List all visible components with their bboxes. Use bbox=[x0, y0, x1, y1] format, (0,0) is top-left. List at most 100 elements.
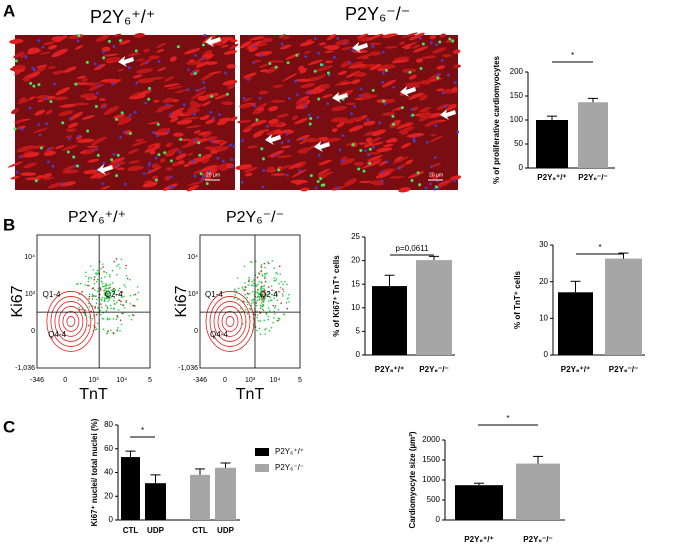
bar bbox=[372, 286, 407, 355]
event bbox=[90, 277, 93, 279]
event bbox=[107, 295, 110, 298]
event bbox=[108, 298, 111, 301]
green-cell bbox=[198, 153, 202, 157]
y-tick-label: 60 bbox=[104, 444, 113, 453]
event bbox=[102, 328, 105, 330]
nucleus bbox=[211, 116, 215, 120]
event bbox=[241, 286, 244, 288]
fiber bbox=[43, 41, 55, 46]
fiber bbox=[53, 96, 68, 101]
event bbox=[88, 293, 91, 295]
fiber bbox=[28, 96, 36, 100]
fiber bbox=[132, 74, 143, 79]
event bbox=[264, 266, 266, 269]
event bbox=[287, 293, 290, 296]
event bbox=[75, 283, 78, 286]
fiber bbox=[165, 167, 173, 171]
x-tick-label: UDP bbox=[217, 526, 235, 535]
fiber bbox=[244, 172, 253, 177]
nucleus bbox=[68, 137, 71, 141]
event bbox=[100, 277, 103, 280]
fiber bbox=[113, 114, 126, 119]
event bbox=[123, 295, 125, 298]
green-cell bbox=[61, 121, 65, 125]
event bbox=[91, 293, 94, 296]
fiber bbox=[378, 160, 388, 166]
y-axis-label: % of proliferative cardiomyocytes bbox=[492, 55, 501, 184]
event bbox=[262, 309, 265, 312]
nucleus bbox=[195, 88, 199, 92]
event bbox=[261, 308, 264, 311]
event bbox=[261, 298, 263, 301]
event bbox=[125, 264, 127, 267]
arrow bbox=[97, 164, 113, 175]
event bbox=[106, 306, 109, 308]
green-cell bbox=[434, 185, 438, 189]
fiber bbox=[136, 58, 145, 62]
fiber bbox=[452, 49, 461, 54]
fiber bbox=[33, 128, 48, 134]
event bbox=[116, 265, 118, 267]
fiber bbox=[151, 163, 160, 169]
event bbox=[248, 292, 251, 295]
event bbox=[247, 293, 250, 296]
nucleus bbox=[440, 59, 444, 63]
fiber bbox=[415, 58, 424, 63]
green-cell bbox=[371, 88, 375, 92]
fiber bbox=[108, 161, 126, 167]
fiber bbox=[93, 136, 107, 144]
event bbox=[120, 293, 123, 296]
fiber bbox=[344, 181, 356, 187]
y-tick-label: 20 bbox=[351, 256, 360, 265]
event bbox=[77, 299, 79, 302]
fiber bbox=[220, 38, 229, 44]
nucleus bbox=[155, 134, 159, 138]
event bbox=[125, 301, 127, 304]
event bbox=[263, 273, 266, 275]
contour bbox=[54, 301, 88, 342]
fiber bbox=[68, 111, 83, 121]
fiber bbox=[243, 97, 253, 102]
fiber bbox=[353, 161, 364, 167]
event bbox=[81, 290, 84, 293]
event bbox=[117, 327, 119, 329]
fiber bbox=[62, 169, 79, 174]
nucleus bbox=[169, 112, 173, 116]
fiber bbox=[217, 140, 226, 145]
event bbox=[258, 297, 261, 299]
fiber bbox=[405, 159, 414, 165]
flow-x-tick: 5 bbox=[298, 377, 302, 384]
event bbox=[264, 294, 267, 297]
event bbox=[277, 317, 280, 320]
event bbox=[105, 296, 108, 299]
y-tick-label: 5 bbox=[356, 327, 361, 336]
fiber bbox=[318, 42, 327, 46]
flow-x-tick: -346 bbox=[30, 377, 44, 384]
fiber bbox=[218, 117, 232, 123]
event bbox=[256, 285, 258, 287]
nucleus bbox=[193, 139, 197, 142]
fiber bbox=[258, 90, 269, 95]
legend-swatch bbox=[255, 464, 269, 472]
event bbox=[246, 301, 248, 303]
nucleus bbox=[350, 112, 353, 116]
event bbox=[109, 283, 112, 286]
nucleus bbox=[446, 73, 450, 77]
fiber bbox=[17, 99, 30, 104]
fiber bbox=[340, 60, 352, 68]
fiber bbox=[226, 64, 236, 69]
fiber bbox=[350, 117, 364, 121]
nucleus bbox=[252, 61, 256, 65]
fiber bbox=[323, 137, 341, 143]
event bbox=[100, 306, 103, 309]
fiber bbox=[337, 70, 348, 76]
fiber bbox=[307, 59, 323, 65]
fiber bbox=[383, 143, 394, 148]
fiber bbox=[186, 125, 202, 129]
fiber bbox=[183, 109, 201, 116]
fiber bbox=[266, 166, 275, 172]
fiber bbox=[341, 46, 353, 50]
green-cell bbox=[74, 82, 78, 86]
fiber bbox=[345, 102, 356, 105]
event bbox=[125, 300, 128, 302]
